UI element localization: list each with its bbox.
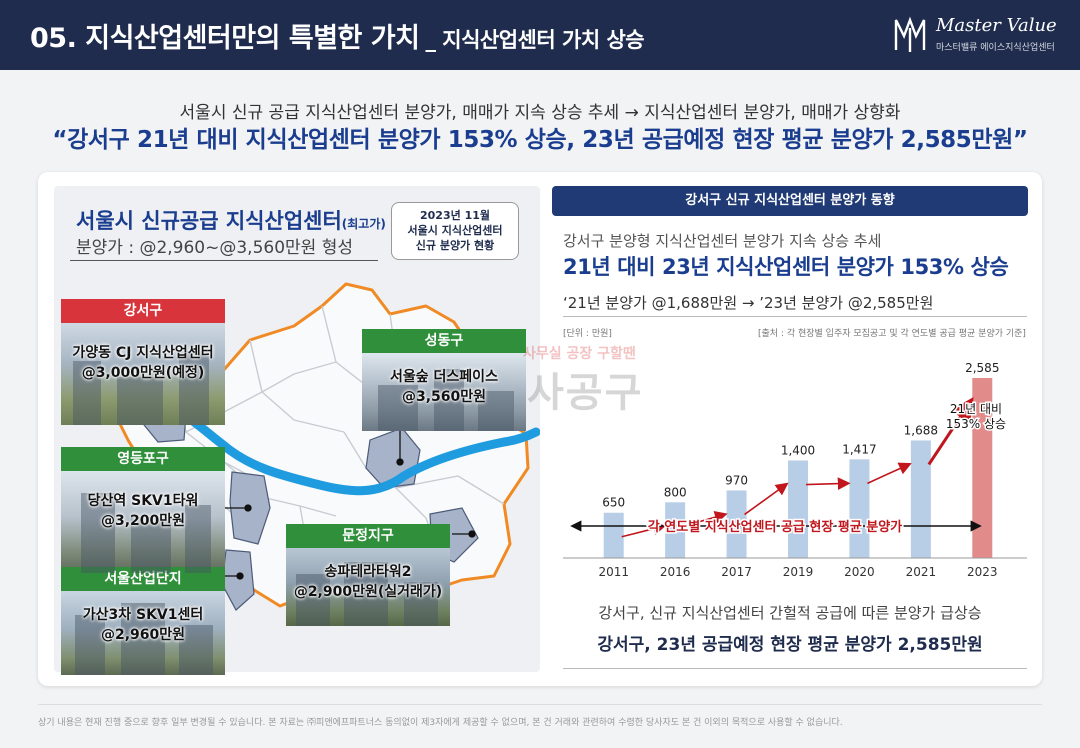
location-name: 송파테라타워2	[324, 564, 412, 580]
price-bar-chart: 650 2011 800 2016 970 2017 1,400 2019 1,417 2020 1…	[563, 361, 1027, 579]
date-box-line: 서울시 지식산업센터	[407, 224, 503, 237]
band-label: 각 연도별 지식산업센터 공급 현장 평균 분양가	[648, 519, 902, 535]
disclaimer: 상기 내용은 현재 진행 중으로 향후 일부 변경될 수 있습니다. 본 자료는…	[38, 718, 843, 728]
logo-mark-icon	[894, 16, 926, 52]
location-label: 영등포구	[61, 447, 225, 471]
chart-source: [출처 : 각 현장별 입주자 모집공고 및 각 연도별 공급 평균 분양가 기…	[758, 329, 1026, 339]
intro-headline: “강서구 21년 대비 지식산업센터 분양가 153% 상승, 23년 공급예정…	[52, 127, 1028, 153]
growth-annotation-line2: 153% 상승	[946, 417, 1006, 431]
watermark-logo: 사공구	[527, 370, 644, 416]
bar-2021	[910, 440, 931, 558]
trend-arrow-5	[927, 397, 974, 466]
location-price: @3,560만원	[401, 389, 487, 405]
x-tick-2023: 2023	[967, 565, 998, 579]
value-label-2017: 970	[725, 473, 748, 487]
location-name: 서울숲 더스페이스	[390, 369, 498, 385]
logo-subtext: 마스터밸류 에이스지식산업센터	[936, 43, 1055, 53]
location-card-yeongdeungpo: 영등포구 당산역 SKV1타워 @3,200만원	[61, 447, 225, 573]
bar-2020	[849, 459, 870, 558]
right-price-change: ‘21년 분양가 @1,688만원 → ’23년 분양가 @2,585만원	[563, 294, 934, 312]
date-box: 2023년 11월 서울시 지식산업센터 신규 분양가 현황	[391, 202, 519, 260]
footer-divider	[38, 704, 1042, 705]
location-price: @3,200만원	[100, 513, 186, 529]
page-title-sub: _ 지식산업센터 가치 상승	[425, 28, 645, 52]
value-label-2023: 2,585	[965, 361, 999, 375]
value-label-2011: 650	[602, 496, 625, 510]
location-name: 당산역 SKV1타워	[87, 493, 199, 509]
chart-unit: [단위 : 만원]	[563, 329, 612, 339]
x-tick-2020: 2020	[844, 565, 875, 579]
left-heading-note: (최고가)	[341, 217, 386, 231]
location-card-gangseo: 강서구 가양동 CJ 지식산업센터 @3,000만원(예정)	[61, 299, 225, 425]
logo-text: Master Value	[936, 15, 1057, 36]
page-title: 05. 지식산업센터만의 특별한 가치 _ 지식산업센터 가치 상승	[30, 16, 645, 55]
location-card-munjeong: 문정지구 송파테라타워2 @2,900만원(실거래가)	[286, 524, 450, 626]
growth-annotation-line1: 21년 대비	[950, 402, 1002, 416]
bar-2023	[972, 378, 993, 558]
location-card-seoul-industrial: 서울산업단지 가산3차 SKV1센터 @2,960만원	[61, 567, 225, 675]
location-price: @2,960만원	[100, 627, 186, 643]
right-title-bar: 강서구 신규 지식산업센터 분양가 동향	[552, 186, 1028, 216]
x-tick-2011: 2011	[598, 565, 629, 579]
location-label: 서울산업단지	[61, 567, 225, 591]
right-subtitle: 강서구 분양형 지식산업센터 분양가 지속 상승 추세	[563, 232, 882, 250]
location-photo: 서울숲 더스페이스 @3,560만원	[362, 353, 526, 431]
right-headline: 21년 대비 23년 지식산업센터 분양가 153% 상승	[563, 255, 1009, 279]
x-tick-2016: 2016	[660, 565, 691, 579]
bar-2011	[603, 512, 624, 558]
location-label: 성동구	[362, 329, 526, 353]
location-price: @2,900만원(실거래가)	[293, 584, 443, 600]
location-photo: 당산역 SKV1타워 @3,200만원	[61, 471, 225, 573]
location-price: @3,000만원(예정)	[81, 365, 205, 381]
trend-arrow-4	[867, 462, 912, 485]
master-value-logo: Master Value 마스터밸류 에이스지식산업센터	[892, 12, 1062, 58]
bar-2019	[788, 460, 808, 558]
location-name: 가산3차 SKV1센터	[82, 607, 204, 623]
header-bar: 05. 지식산업센터만의 특별한 가치 _ 지식산업센터 가치 상승 Master…	[0, 0, 1080, 70]
value-label-2016: 800	[664, 485, 687, 499]
location-name: 가양동 CJ 지식산업센터	[72, 345, 214, 361]
divider	[563, 316, 1027, 317]
intro-line: 서울시 신규 공급 지식산업센터 분양가, 매매가 지속 상승 추세 → 지식산…	[179, 103, 901, 123]
trend-arrow-2	[744, 482, 789, 516]
page-title-main: 05. 지식산업센터만의 특별한 가치	[30, 23, 420, 54]
left-heading-text: 서울시 신규공급 지식산업센터	[76, 209, 342, 233]
divider	[563, 668, 1027, 669]
location-label: 문정지구	[286, 524, 450, 548]
value-label-2020: 1,417	[842, 442, 876, 456]
growth-annotation: 21년 대비 153% 상승	[946, 402, 1006, 431]
date-box-line: 신규 분양가 현황	[415, 239, 495, 252]
left-heading: 서울시 신규공급 지식산업센터(최고가)	[76, 205, 386, 235]
left-subheading: 분양가 : @2,960~@3,560만원 형성	[76, 238, 353, 258]
location-label: 강서구	[61, 299, 225, 323]
value-label-2021: 1,688	[904, 423, 938, 437]
location-card-seongdong: 성동구 서울숲 더스페이스 @3,560만원	[362, 329, 526, 431]
district-guro-geumcheon	[221, 549, 255, 611]
value-label-2019: 1,400	[781, 444, 815, 458]
location-photo: 가산3차 SKV1센터 @2,960만원	[61, 591, 225, 675]
han-river	[153, 393, 540, 496]
right-summary-bold: 강서구, 23년 공급예정 현장 평균 분양가 2,585만원	[597, 635, 983, 655]
x-tick-2019: 2019	[783, 565, 814, 579]
location-photo: 가양동 CJ 지식산업센터 @3,000만원(예정)	[61, 323, 225, 425]
divider	[70, 260, 378, 261]
x-tick-2021: 2021	[906, 565, 937, 579]
trend-arrow-3	[805, 477, 851, 491]
right-summary: 강서구, 신규 지식산업센터 간헐적 공급에 따른 분양가 급상승	[598, 604, 982, 622]
x-tick-2017: 2017	[721, 565, 752, 579]
date-box-line: 2023년 11월	[420, 209, 490, 222]
watermark-text: 사무실 공장 구할땐	[523, 346, 636, 362]
location-photo: 송파테라타워2 @2,900만원(실거래가)	[286, 548, 450, 626]
